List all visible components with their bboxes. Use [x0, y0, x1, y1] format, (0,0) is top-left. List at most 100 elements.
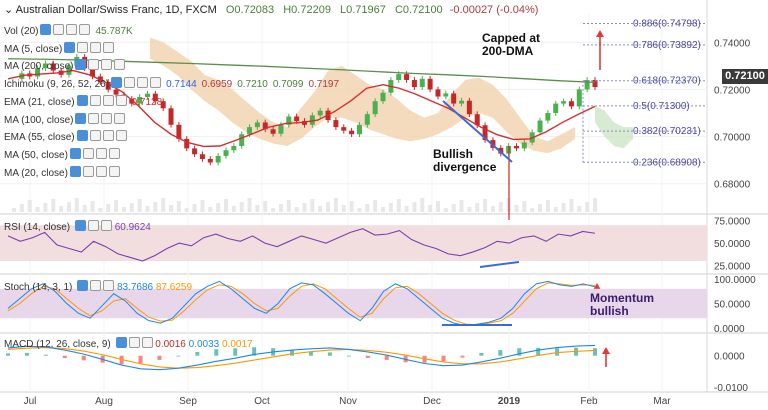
more-icon[interactable]: [114, 112, 126, 124]
volume-bar: [302, 203, 307, 212]
settings-icon[interactable]: [82, 165, 94, 177]
candle-body: [152, 93, 158, 102]
macd-histogram-bar: [138, 355, 143, 364]
visibility-icon[interactable]: [74, 220, 86, 231]
settings-icon[interactable]: [77, 41, 89, 53]
close-icon[interactable]: [102, 130, 114, 142]
more-icon[interactable]: [150, 77, 162, 89]
more-icon[interactable]: [108, 165, 120, 177]
candle-body: [537, 120, 543, 133]
legend-label: EMA (21, close): [4, 96, 75, 108]
volume-bar: [129, 203, 134, 212]
rsi-divergence-trendline: [479, 261, 520, 268]
settings-icon[interactable]: [128, 337, 140, 348]
close-icon[interactable]: [95, 165, 107, 177]
volume-bar: [553, 207, 558, 212]
more-icon[interactable]: [114, 59, 126, 71]
close-icon[interactable]: [103, 280, 115, 291]
volume-bar: [404, 206, 409, 212]
visibility-icon[interactable]: [75, 112, 87, 124]
visibility-icon[interactable]: [40, 24, 52, 35]
close-icon[interactable]: [102, 94, 114, 106]
visibility-icon[interactable]: [75, 59, 87, 71]
volume-bar: [373, 200, 378, 212]
fib-level-label: 0.5(0.71300): [633, 101, 690, 112]
candle-body: [113, 89, 119, 95]
collapse-icon[interactable]: ⌄: [4, 4, 14, 16]
candle-body: [286, 116, 292, 125]
candle-body: [482, 125, 488, 141]
close-icon[interactable]: [101, 59, 113, 71]
macd-histogram-bar: [24, 352, 29, 356]
divergence-line-1: Bullish: [433, 147, 474, 161]
macd-histogram-bar: [536, 347, 541, 356]
price-tick-label: 0.74000: [714, 38, 751, 49]
volume-bar: [326, 202, 331, 212]
visibility-icon[interactable]: [111, 77, 123, 89]
time-tick-label: Jul: [24, 396, 37, 407]
settings-icon[interactable]: [53, 24, 65, 35]
candle-body: [50, 63, 56, 71]
settings-icon[interactable]: [89, 94, 101, 106]
visibility-icon[interactable]: [115, 337, 127, 348]
candle-body: [411, 80, 417, 88]
close-icon[interactable]: [100, 220, 112, 231]
visibility-icon[interactable]: [64, 41, 76, 53]
more-icon[interactable]: [108, 147, 120, 159]
close-icon[interactable]: [141, 337, 153, 348]
momentum-line-2: bullish: [590, 304, 629, 318]
settings-icon[interactable]: [88, 112, 100, 124]
volume-bar: [475, 203, 480, 212]
close-icon[interactable]: [137, 77, 149, 89]
rsi-value: 60.9624: [114, 222, 151, 233]
candle-body: [404, 74, 410, 80]
legend-row: EMA (55, close): [4, 130, 127, 143]
legend-value: 45.787K: [95, 26, 133, 37]
volume-bar: [561, 203, 566, 212]
volume-bar: [27, 200, 32, 212]
more-icon[interactable]: [79, 24, 91, 35]
candle-body: [90, 68, 96, 77]
rsi-tick-label: 75.0000: [714, 217, 751, 228]
ichimoku-forward-cloud: [595, 105, 633, 149]
fib-level-label: 0.236(0.68908): [633, 157, 701, 168]
more-icon[interactable]: [103, 41, 115, 53]
volume-bar: [388, 203, 393, 212]
candle-body: [168, 108, 174, 125]
legend-row: MA (200, close): [4, 59, 126, 72]
settings-icon[interactable]: [82, 147, 94, 159]
volume-bar: [208, 207, 213, 212]
macd-legend: MACD (12, 26, close, 9) 0.0016 0.0033 0.…: [4, 337, 253, 350]
stoch-band: [0, 288, 707, 319]
settings-icon[interactable]: [124, 77, 136, 89]
visibility-icon[interactable]: [69, 147, 81, 159]
visibility-icon[interactable]: [69, 165, 81, 177]
settings-icon[interactable]: [90, 280, 102, 291]
macd-histogram-bar: [441, 355, 446, 362]
more-icon[interactable]: [115, 130, 127, 142]
close-icon[interactable]: [90, 41, 102, 53]
volume-bar: [490, 206, 495, 212]
volume-bar: [349, 201, 354, 212]
settings-icon[interactable]: [87, 220, 99, 231]
settings-icon[interactable]: [89, 130, 101, 142]
close-icon[interactable]: [101, 112, 113, 124]
macd-hist-value: 0.0016: [155, 339, 186, 350]
candle-body: [513, 146, 519, 149]
close-icon[interactable]: [95, 147, 107, 159]
close-icon[interactable]: [66, 24, 78, 35]
volume-bar: [247, 198, 252, 212]
macd-histogram-bar: [365, 355, 370, 359]
more-icon[interactable]: [115, 94, 127, 106]
candle-body: [341, 127, 347, 131]
visibility-icon[interactable]: [77, 280, 89, 291]
visibility-icon[interactable]: [76, 130, 88, 142]
volume-bar: [396, 199, 401, 212]
visibility-icon[interactable]: [76, 94, 88, 106]
volume-bar: [428, 205, 433, 212]
stoch-d-value: 87.6259: [155, 282, 193, 293]
rsi-line: [7, 228, 596, 262]
settings-icon[interactable]: [88, 59, 100, 71]
macd-histogram-bar: [176, 355, 181, 357]
volume-bar: [451, 204, 456, 212]
